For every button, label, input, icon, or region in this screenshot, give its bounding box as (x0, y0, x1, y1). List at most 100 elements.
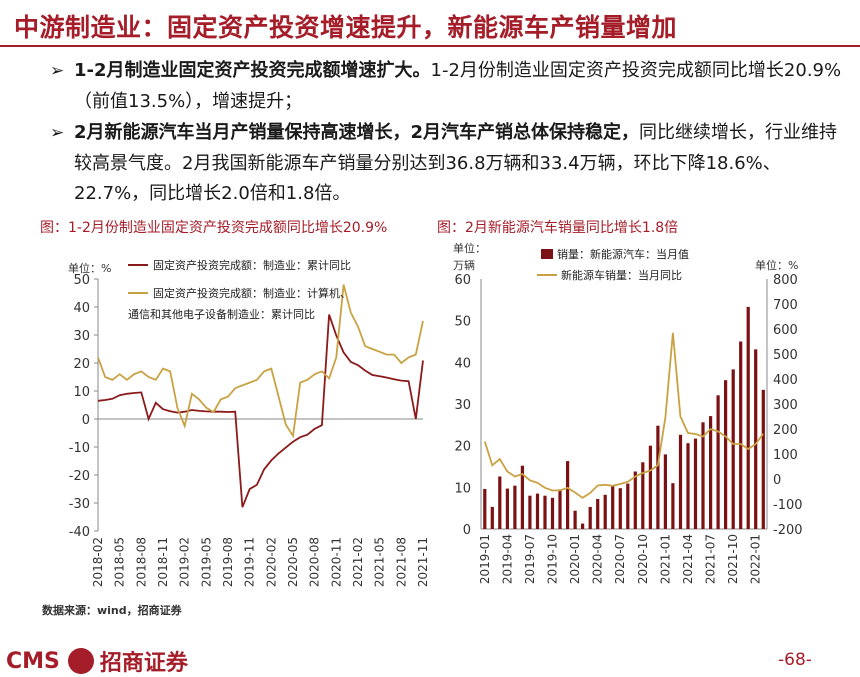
x-tick-label: 2018-11 (156, 537, 170, 587)
x-tick-label: 2019-05 (199, 537, 213, 587)
logo-text: CMS (6, 648, 60, 674)
sales-bar (731, 369, 735, 529)
x-tick-label: 2022-01 (749, 534, 763, 584)
sales-bar (528, 495, 532, 529)
left-y-tick-label: 20 (454, 440, 471, 455)
right-y-tick-label: 0 (773, 473, 781, 488)
x-tick-label: 2021-04 (681, 534, 695, 584)
data-source: 数据来源：wind，招商证券 (42, 604, 182, 617)
right-y-tick-label: 400 (773, 373, 798, 388)
right-y-tick-label: 600 (773, 323, 798, 338)
logo-seal-icon (67, 648, 94, 674)
x-tick-label: 2020-10 (636, 534, 650, 584)
sales-bar (686, 443, 690, 529)
sales-bar (490, 506, 494, 529)
sales-bar (656, 425, 660, 529)
arrow-bullet-icon: ➢ (50, 123, 65, 143)
arrow-bullet-icon: ➢ (50, 61, 65, 81)
sales-bar (603, 494, 607, 529)
sales-bar (543, 495, 547, 529)
logo-cn-text: 招商证券 (99, 651, 188, 676)
chart-2-title: 图：2月新能源汽车销量同比增长1.8倍 (437, 220, 679, 236)
left-y-tick-label: 0 (463, 523, 471, 538)
x-tick-label: 2018-02 (91, 537, 105, 587)
x-tick-label: 2021-08 (394, 537, 408, 587)
sales-bar (588, 506, 592, 529)
x-tick-label: 2019-01 (478, 534, 492, 584)
x-tick-label: 2018-05 (113, 537, 127, 587)
sales-bar (739, 341, 743, 529)
sales-bar (671, 483, 675, 529)
legend-swatch-bar (541, 249, 553, 259)
right-y-tick-label: 700 (773, 298, 798, 313)
sales-bar (724, 380, 728, 529)
sales-bar (648, 445, 652, 529)
y-tick-label: 0 (82, 413, 90, 428)
sales-bar (716, 395, 720, 530)
x-tick-label: 2019-02 (178, 537, 192, 587)
x-tick-label: 2019-07 (523, 534, 537, 584)
slide-title: 中游制造业：固定资产投资增速提升，新能源车产销量增加 (14, 13, 678, 42)
company-logo: CMS 招商证券 (6, 645, 188, 677)
right-axis-unit: 单位：% (755, 258, 798, 272)
sales-bar (535, 493, 540, 529)
right-y-tick-label: -100 (773, 498, 803, 513)
sales-bar (483, 489, 487, 529)
y-tick-label: -30 (69, 497, 90, 512)
sales-bar (663, 454, 667, 529)
page-number: -68- (778, 650, 812, 670)
x-tick-label: 2019-11 (243, 537, 257, 587)
bullet-bold: 2月新能源汽车当月产销量保持高速增长，2月汽车产销总体保持稳定， (74, 122, 640, 143)
x-tick-label: 2019-08 (221, 537, 235, 587)
bullet-item: ➢ 1-2月制造业固定资产投资完成额增速扩大。1-2月份制造业固定资产投资完成额… (50, 56, 850, 117)
left-axis-unit-line-2: 万辆 (453, 258, 475, 272)
left-y-tick-label: 10 (454, 481, 471, 496)
bullet-text: 1-2月份制造业固定资产投资完成额同比增长20.9%（前值13.5%），增速提升… (74, 60, 842, 112)
x-tick-label: 2021-11 (416, 537, 430, 587)
series-line-1 (97, 314, 424, 508)
left-axis-unit-line-1: 单位： (453, 241, 486, 255)
sales-bar (701, 422, 705, 529)
x-tick-label: 2020-01 (568, 534, 582, 584)
x-tick-label: 2019-04 (500, 534, 514, 584)
sales-bar (611, 485, 615, 529)
bullet-list: ➢ 1-2月制造业固定资产投资完成额增速扩大。1-2月份制造业固定资产投资完成额… (50, 56, 850, 211)
yoy-line (483, 332, 764, 499)
legend-label-line: 新能源车销量：当月同比 (561, 268, 682, 282)
x-tick-label: 2020-11 (329, 537, 343, 587)
x-tick-label: 2021-05 (373, 537, 387, 587)
nev-sales-chart: 0 10 20 30 40 50 60 -200 -100 0 100 200 300 400 500 600… (453, 241, 803, 584)
legend-label-2: 固定资产投资完成额：制造业：计算机、通信和其他电子设备制造业：累计同比 (128, 286, 351, 321)
sales-bar (498, 476, 502, 529)
sales-bar (626, 483, 630, 529)
bullet-text: 同比继续增长，行业维持较高景气度。2月我国新能源车产销量分别达到36.8万辆和3… (74, 122, 838, 204)
series-line-2 (97, 284, 424, 439)
y-tick-label: -20 (69, 469, 90, 484)
sales-bar (633, 471, 637, 529)
y-tick-label: 10 (73, 385, 90, 400)
left-y-tick-label: 40 (454, 356, 471, 371)
y-tick-label: 50 (73, 273, 90, 288)
sales-bar (596, 499, 600, 529)
sales-bar (566, 461, 570, 529)
x-tick-label: 2021-07 (704, 534, 718, 584)
right-y-tick-label: 800 (773, 273, 798, 288)
x-tick-label: 2020-04 (591, 534, 605, 584)
sales-bar (520, 465, 524, 529)
sales-bar (573, 510, 577, 529)
left-y-tick-label: 60 (454, 273, 471, 288)
bullet-item: ➢ 2月新能源汽车当月产销量保持高速增长，2月汽车产销总体保持稳定，同比继续增长… (50, 118, 850, 210)
x-tick-label: 2020-07 (613, 534, 627, 584)
legend-label-1: 固定资产投资完成额：制造业：累计同比 (153, 258, 351, 272)
sales-bar (558, 489, 562, 529)
left-y-tick-label: 50 (454, 315, 471, 330)
sales-bar (581, 523, 585, 529)
title-divider (0, 45, 860, 47)
sales-bar (746, 306, 750, 529)
right-y-tick-label: 500 (773, 348, 798, 363)
sales-bar (550, 497, 555, 530)
y-tick-label: 20 (73, 357, 90, 372)
y-tick-label: -40 (69, 525, 90, 540)
y-tick-label: 30 (73, 329, 90, 344)
sales-bar (505, 488, 509, 529)
